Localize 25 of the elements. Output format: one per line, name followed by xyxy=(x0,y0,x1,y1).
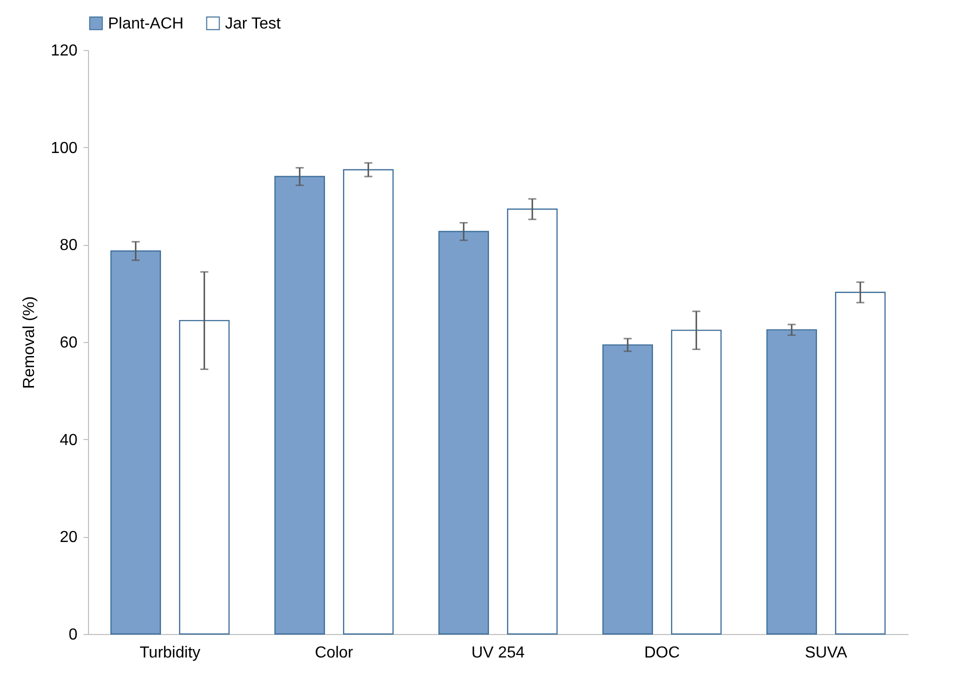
bar xyxy=(507,208,558,635)
bar xyxy=(438,230,489,635)
y-tick-label: 40 xyxy=(60,432,78,449)
x-tick-label: Color xyxy=(314,644,354,662)
bar xyxy=(671,330,722,635)
bar xyxy=(766,329,817,635)
bar xyxy=(602,344,653,635)
bar xyxy=(835,292,886,635)
y-tick-label: 20 xyxy=(60,529,78,546)
legend-label: Jar Test xyxy=(225,15,282,32)
x-tick-label: UV 254 xyxy=(471,644,525,662)
bar xyxy=(274,176,325,635)
y-tick-label: 0 xyxy=(68,626,78,644)
y-tick-label: 100 xyxy=(50,140,78,157)
x-tick-label: Turbidity xyxy=(140,644,200,662)
x-tick-label: SUVA xyxy=(804,644,848,662)
bar xyxy=(110,250,161,635)
bar xyxy=(179,320,230,635)
y-axis-title: Removal (%) xyxy=(20,296,38,389)
legend-label: Plant-ACH xyxy=(108,15,184,32)
y-tick-label: 80 xyxy=(60,237,78,254)
y-tick-label: 120 xyxy=(50,42,78,60)
bar xyxy=(343,169,394,635)
x-tick-label: DOC xyxy=(644,644,680,662)
y-tick-label: 60 xyxy=(60,334,78,352)
